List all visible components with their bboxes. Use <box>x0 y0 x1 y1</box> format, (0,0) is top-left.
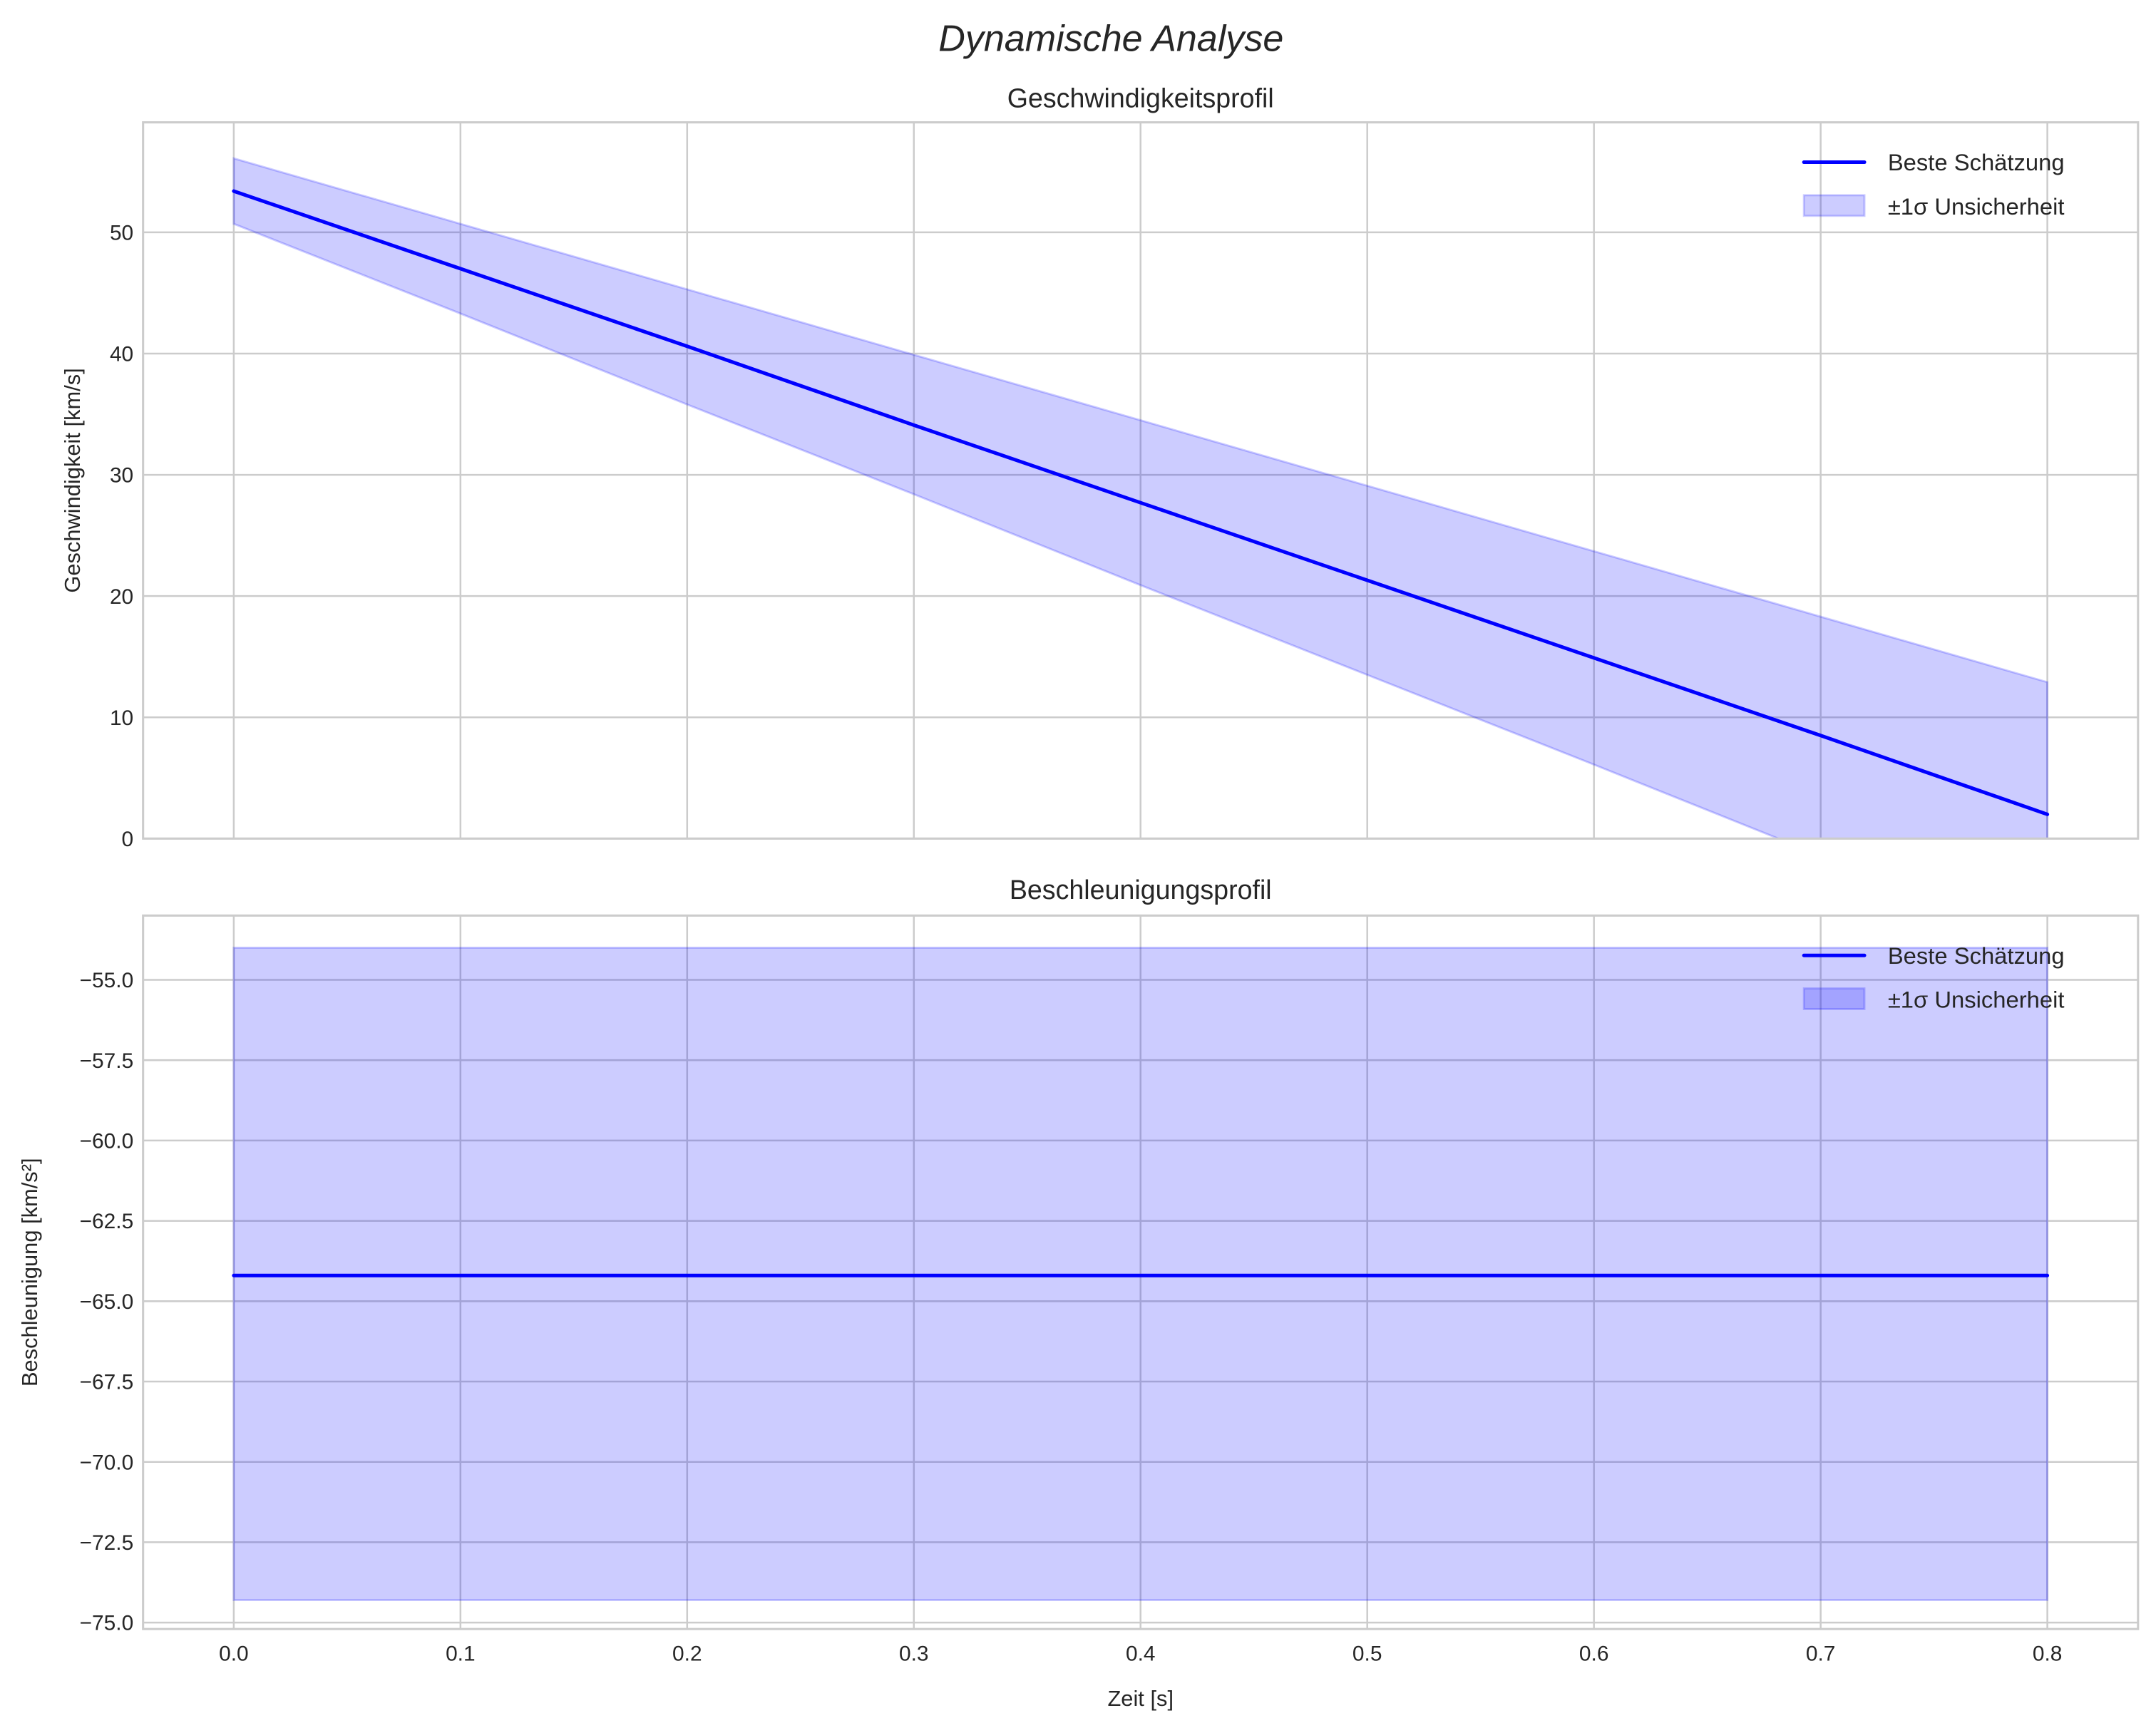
y-tick-label: −65.0 <box>80 1290 134 1314</box>
y-tick-label: −60.0 <box>80 1130 134 1153</box>
x-tick-label: 0.5 <box>1352 1642 1382 1666</box>
legend-label: ±1σ Unsicherheit <box>1888 193 2065 220</box>
x-tick-label: 0.1 <box>446 1642 476 1666</box>
y-tick-label: −55.0 <box>80 969 134 992</box>
x-tick-label: 0.3 <box>899 1642 929 1666</box>
y-tick-label: −62.5 <box>80 1210 134 1233</box>
legend: Beste Schätzung ±1σ Unsicherheit <box>1802 942 2065 1013</box>
y-tick-label: −72.5 <box>80 1531 134 1555</box>
legend-label: Beste Schätzung <box>1888 149 2065 175</box>
y-tick-label: 50 <box>110 222 133 245</box>
subplot-title: Geschwindigkeitsprofil <box>1007 83 1274 113</box>
y-tick-label: 40 <box>110 343 133 366</box>
axes-frame <box>142 121 2140 840</box>
y-tick-label: 20 <box>110 585 133 609</box>
y-axis-label: Geschwindigkeit [km/s] <box>60 368 85 592</box>
legend-label: Beste Schätzung <box>1888 942 2065 969</box>
acceleration-subplot: −55.0 −57.5 −60.0 −62.5 −65.0 −67.5 −70.0 −72.5… <box>17 875 2140 1711</box>
velocity-subplot: 0 10 20 30 40 50 Geschwindigkeitsprofil Geschwi… <box>60 83 2140 851</box>
y-axis-label: Beschleunigung [km/s²] <box>17 1158 42 1387</box>
y-tick-label: 30 <box>110 464 133 488</box>
x-axis-label: Zeit [s] <box>1107 1686 1174 1711</box>
figure-title: Dynamische Analyse <box>938 18 1283 59</box>
legend-band-swatch <box>1802 194 1866 217</box>
legend-band-swatch <box>1802 987 1866 1010</box>
legend: Beste Schätzung ±1σ Unsicherheit <box>1802 149 2065 220</box>
y-tick-label: −67.5 <box>80 1371 134 1394</box>
legend-label: ±1σ Unsicherheit <box>1888 987 2065 1013</box>
x-tick-label: 0.2 <box>672 1642 702 1666</box>
x-tick-label: 0.0 <box>219 1642 249 1666</box>
uncertainty-band <box>232 157 2049 839</box>
plot-area <box>232 157 2050 839</box>
subplot-title: Beschleunigungsprofil <box>1010 875 1272 905</box>
x-tick-label: 0.4 <box>1126 1642 1156 1666</box>
y-tick-label: −57.5 <box>80 1049 134 1073</box>
x-tick-label: 0.8 <box>2033 1642 2063 1666</box>
y-tick-label: 10 <box>110 706 133 730</box>
plot-area <box>232 946 2050 1602</box>
x-tick-label: 0.6 <box>1579 1642 1609 1666</box>
x-tick-label: 0.7 <box>1806 1642 1836 1666</box>
y-tick-label: −75.0 <box>80 1612 134 1635</box>
y-tick-label: 0 <box>122 828 134 851</box>
y-tick-label: −70.0 <box>80 1451 134 1474</box>
best-estimate-line <box>232 189 2050 816</box>
axes-frame <box>142 914 2140 1630</box>
